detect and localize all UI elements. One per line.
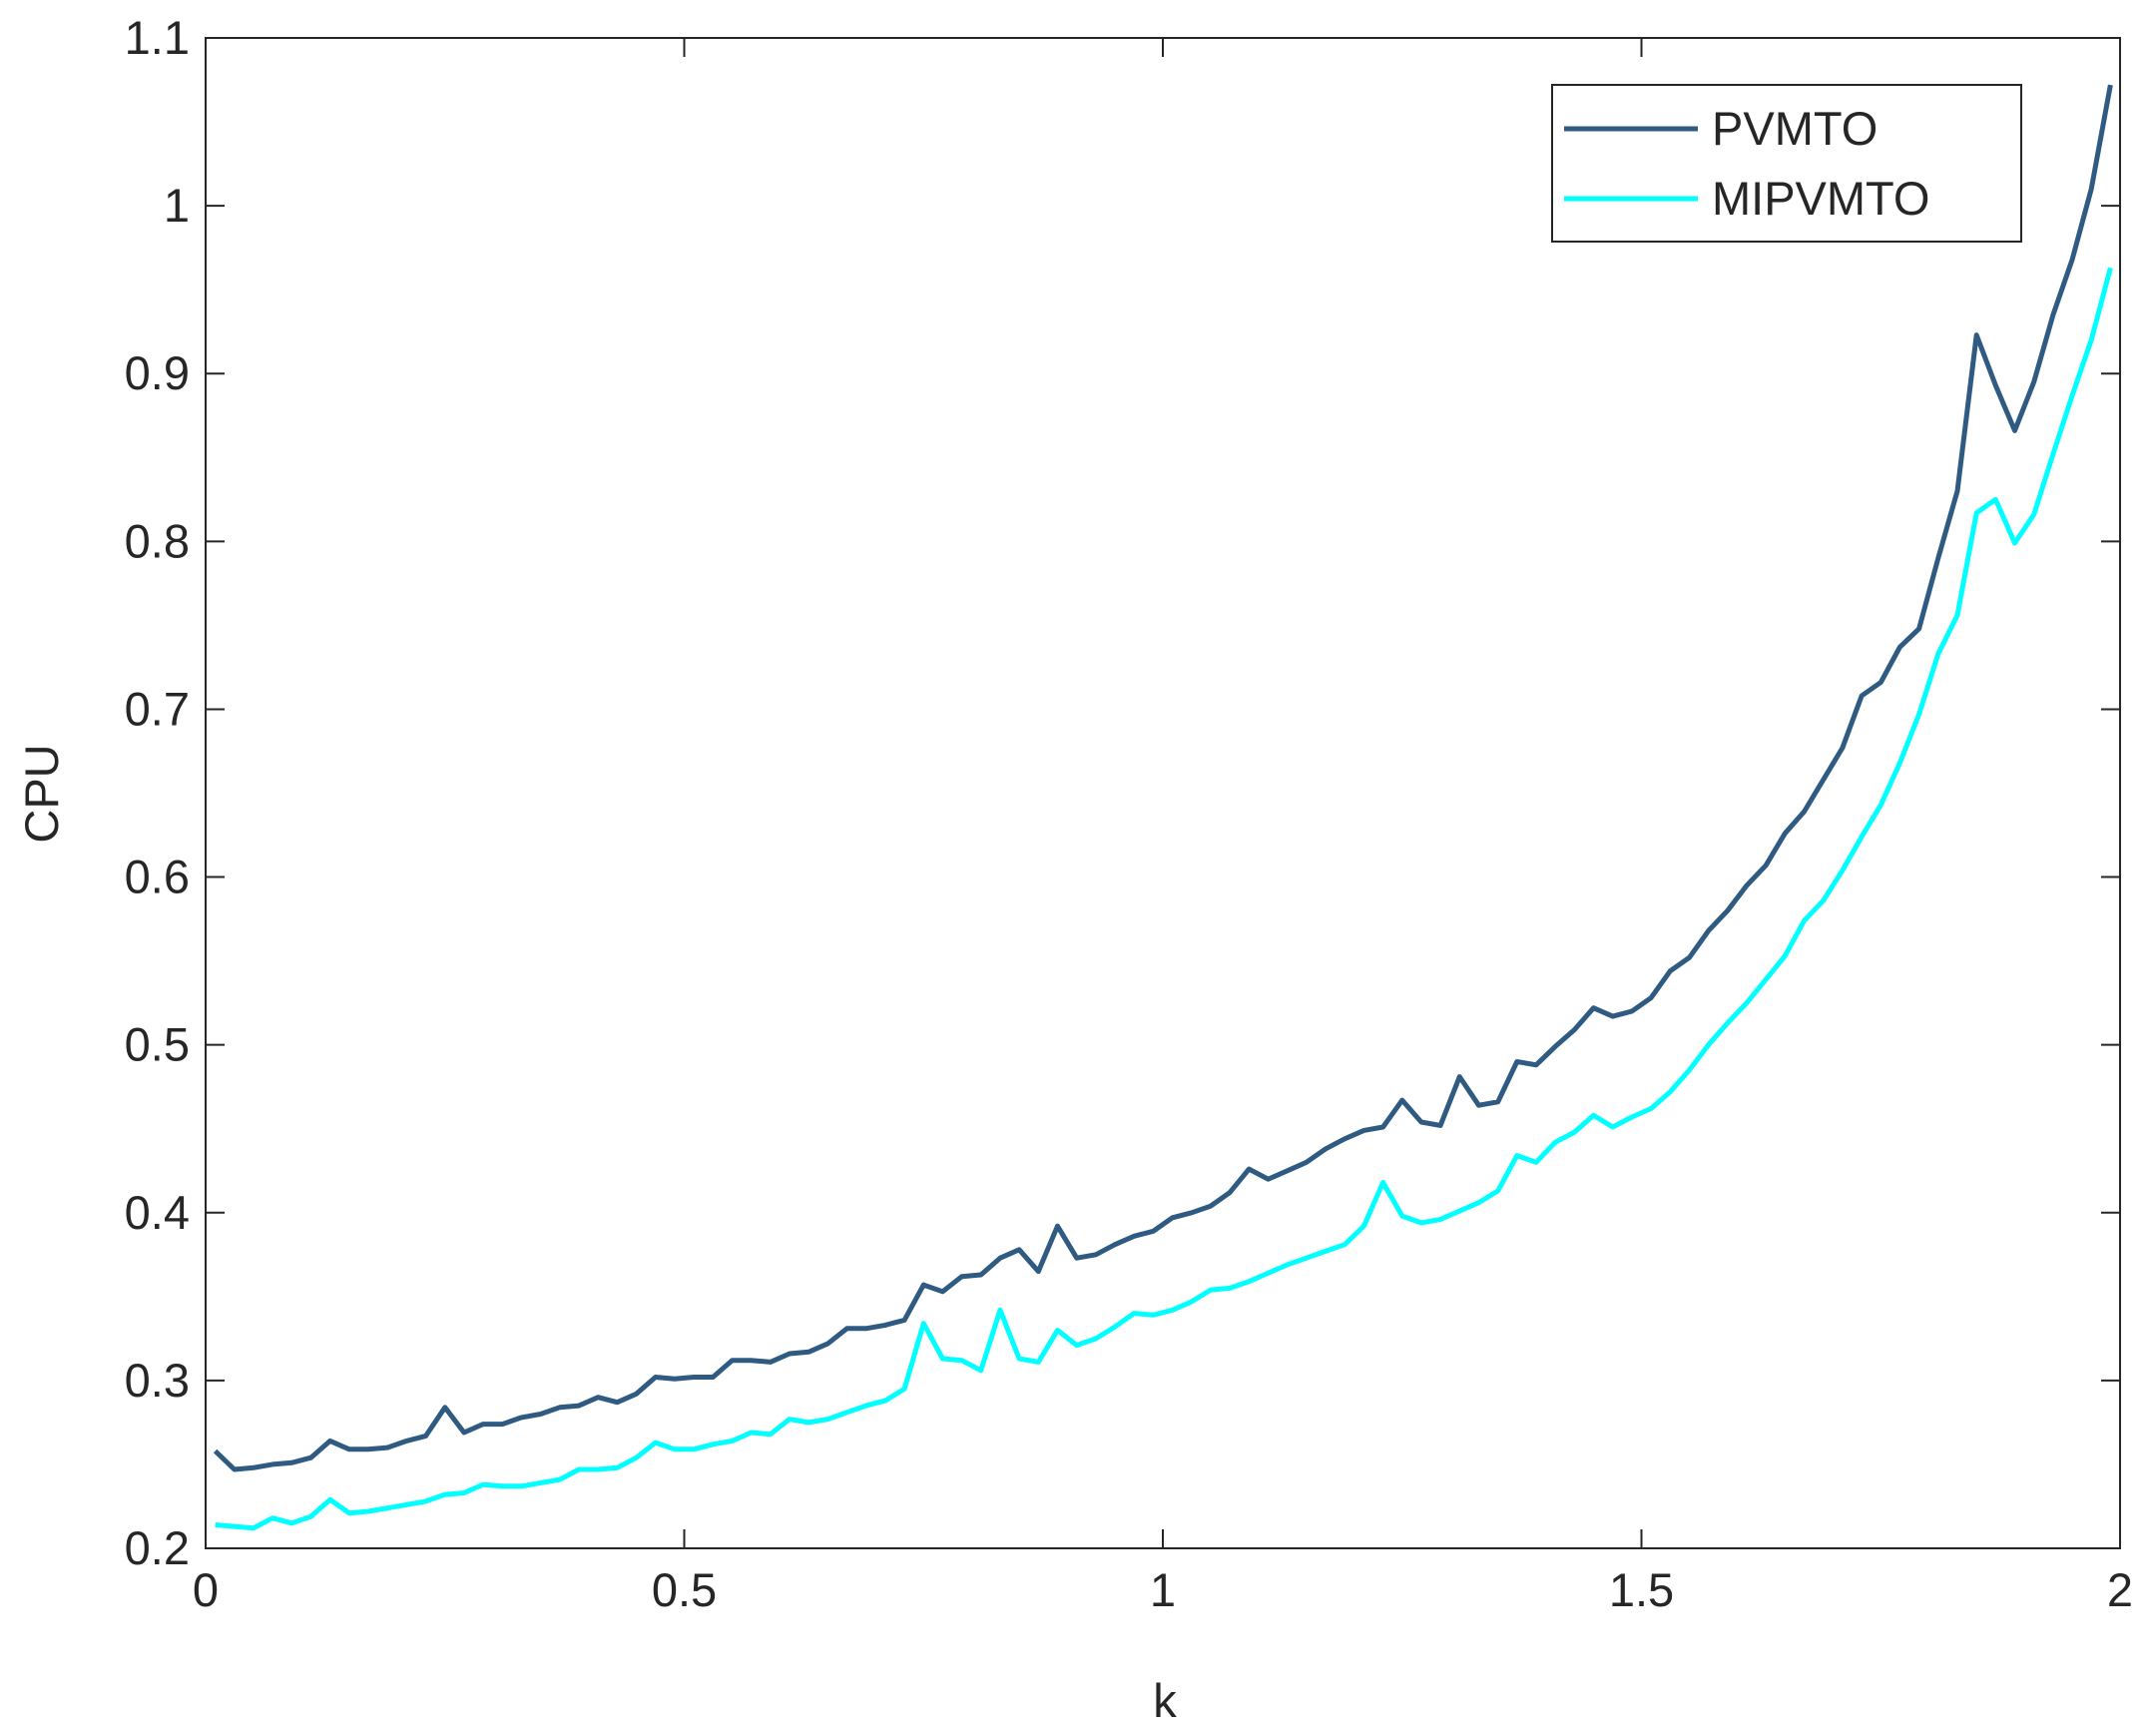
y-axis-label: CPU	[15, 744, 68, 843]
y-tick-label: 0.9	[125, 346, 190, 399]
x-axis-label: k	[1153, 1674, 1177, 1727]
y-tick-label: 0.6	[125, 851, 190, 903]
y-tick-label: 0.4	[125, 1186, 190, 1239]
y-tick-label: 0.2	[125, 1521, 190, 1574]
series-line	[215, 267, 2113, 1531]
legend-box	[1551, 84, 2022, 243]
y-tick-label: 0.3	[125, 1354, 190, 1407]
y-tick-label: 0.8	[125, 514, 190, 567]
y-tick-label: 1.1	[125, 11, 190, 64]
x-tick-label: 1.5	[1609, 1563, 1674, 1616]
x-tick-label: 0.5	[652, 1563, 717, 1616]
y-tick-label: 0.7	[125, 682, 190, 735]
series-line	[213, 84, 2113, 1472]
y-tick-label: 1	[164, 179, 190, 232]
y-tick-label: 0.5	[125, 1018, 190, 1071]
x-tick-label: 0	[193, 1563, 219, 1616]
x-tick-label: 1	[1150, 1563, 1176, 1616]
plot-frame	[205, 37, 2121, 1549]
legend-label: MIPVMTO	[1712, 172, 1929, 225]
x-tick-label: 2	[2107, 1563, 2133, 1616]
legend-label: PVMTO	[1712, 102, 1878, 155]
